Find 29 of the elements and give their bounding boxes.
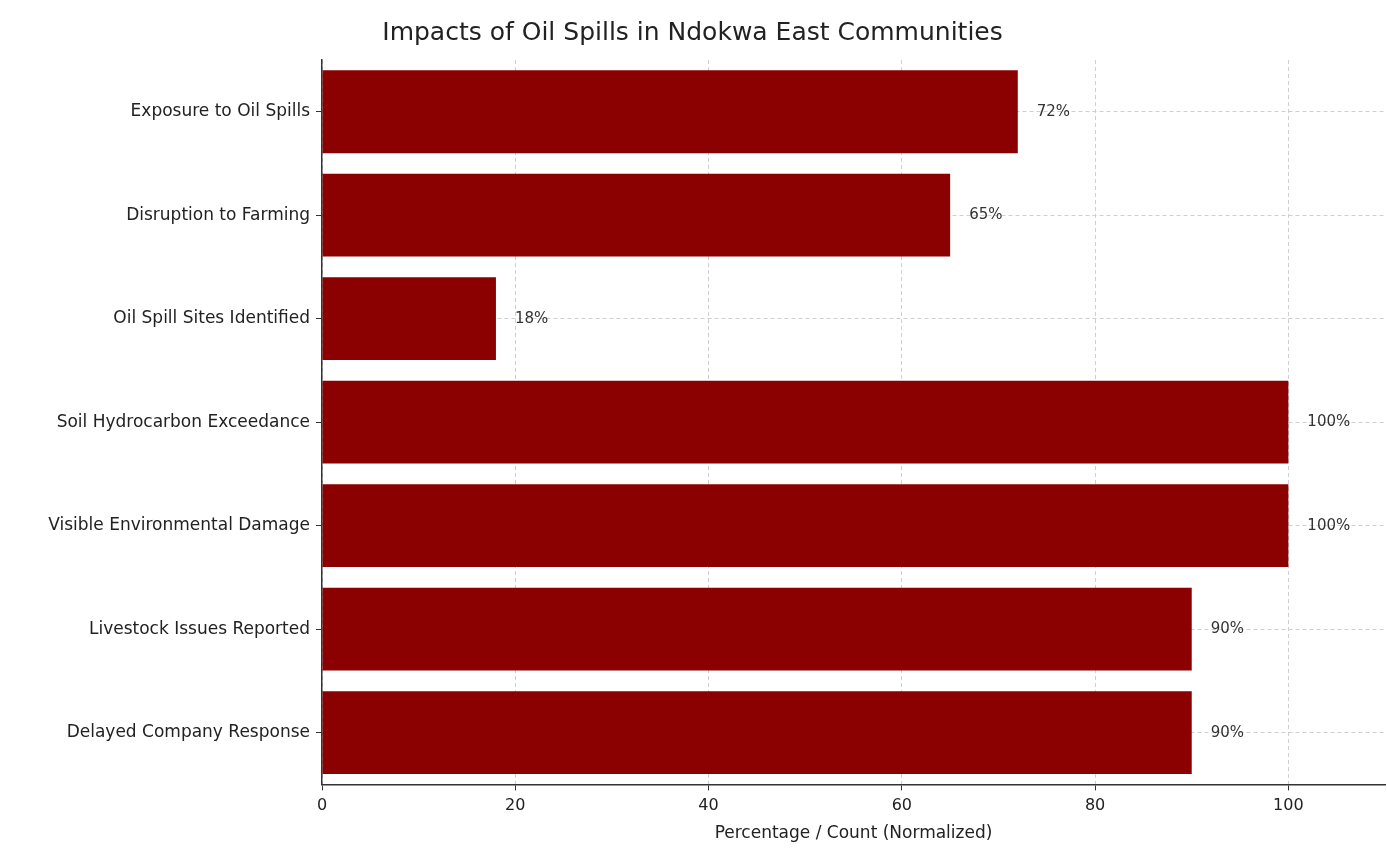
x-tick-label: 60 xyxy=(891,795,912,815)
bar xyxy=(322,691,1192,775)
x-axis-title: Percentage / Count (Normalized) xyxy=(714,822,993,843)
data-label: 65% xyxy=(969,205,1003,224)
bar xyxy=(322,484,1289,568)
chart-title: Impacts of Oil Spills in Ndokwa East Communities xyxy=(382,16,1003,46)
x-tick-label: 0 xyxy=(316,795,328,815)
x-tick-label: 20 xyxy=(505,795,526,815)
data-label: 72% xyxy=(1036,101,1071,120)
y-tick-label: Oil Spill Sites Identified xyxy=(113,307,310,328)
bar xyxy=(322,380,1289,464)
data-label: 18% xyxy=(514,308,549,327)
bar xyxy=(322,173,951,257)
y-tick-label: Exposure to Oil Spills xyxy=(130,100,311,121)
data-label: 100% xyxy=(1307,412,1351,431)
x-tick-label: 80 xyxy=(1084,795,1106,815)
data-label: 90% xyxy=(1210,722,1245,741)
y-tick-label: Delayed Company Response xyxy=(66,721,310,742)
bar xyxy=(322,70,1018,154)
y-tick-label: Livestock Issues Reported xyxy=(88,617,310,638)
data-label: 90% xyxy=(1210,619,1245,638)
y-tick-label: Soil Hydrocarbon Exceedance xyxy=(56,410,310,431)
y-tick-label: Disruption to Farming xyxy=(126,203,310,224)
bar xyxy=(322,277,496,361)
x-tick-label: 100 xyxy=(1273,795,1304,815)
data-label: 100% xyxy=(1307,515,1351,534)
bar xyxy=(322,587,1192,671)
y-tick-label: Visible Environmental Damage xyxy=(48,514,310,535)
x-tick-label: 40 xyxy=(698,795,719,815)
